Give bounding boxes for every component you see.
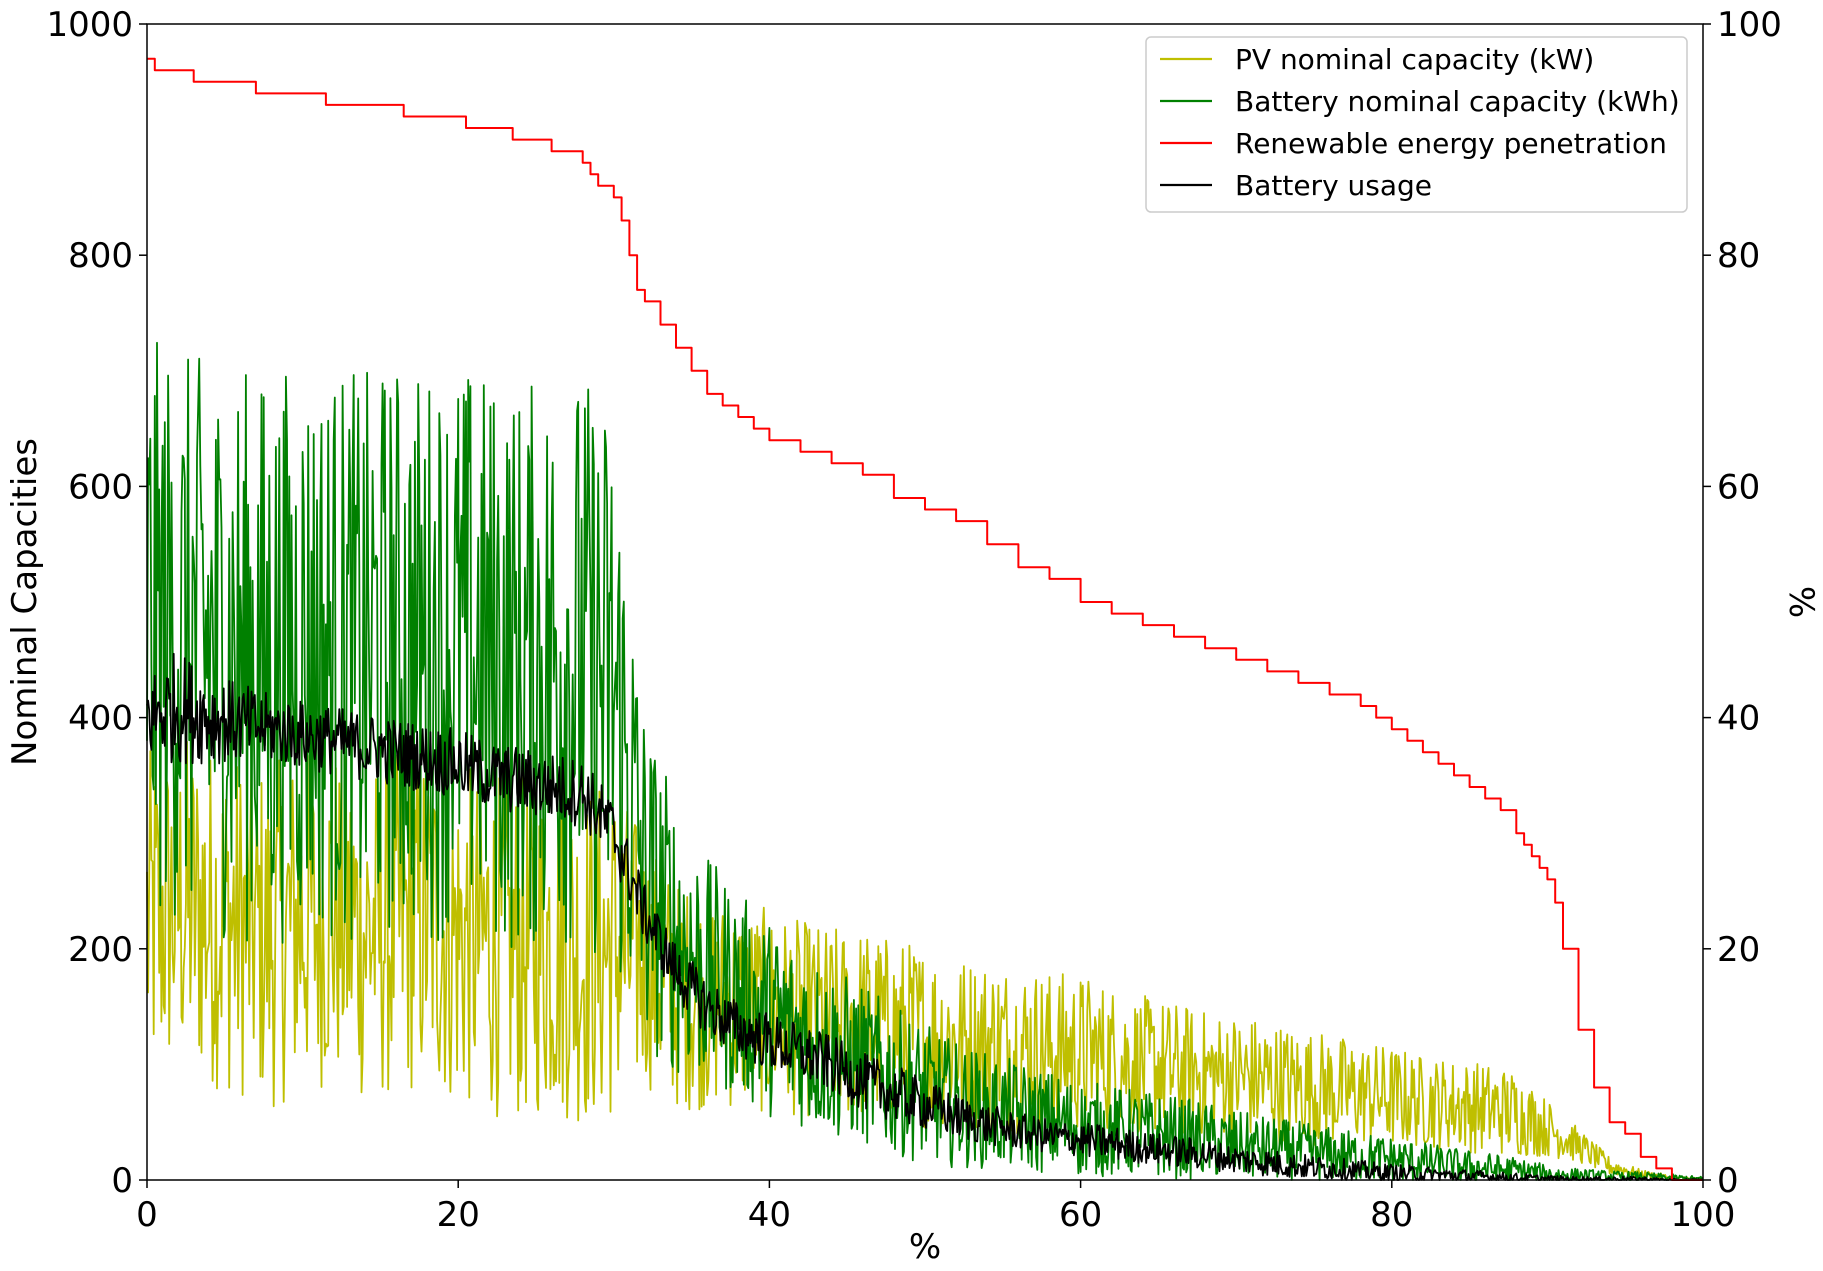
y-tick-label: 600 — [68, 467, 133, 507]
y2-tick-label: 100 — [1717, 5, 1782, 45]
x-tick-label: 40 — [748, 1195, 791, 1235]
y-tick-label: 800 — [68, 236, 133, 276]
x-tick-label: 0 — [136, 1195, 158, 1235]
y2-tick-label: 0 — [1717, 1161, 1739, 1201]
plot-frame — [146, 23, 1704, 1181]
y-axis-left: 0 200 400 600 800 1000 — [46, 5, 147, 1201]
y-tick-label: 400 — [68, 699, 133, 739]
legend-label: Battery usage — [1235, 169, 1432, 202]
series-line-1 — [146, 341, 1704, 1181]
x-tick-label: 80 — [1370, 1195, 1413, 1235]
series-line-2 — [147, 57, 1703, 1181]
y2-tick-label: 40 — [1717, 699, 1760, 739]
x-tick-label: 100 — [1671, 1195, 1736, 1235]
y-tick-label: 0 — [111, 1161, 133, 1201]
legend: PV nominal capacity (kW) Battery nominal … — [1145, 36, 1688, 213]
y2-tick-label: 20 — [1717, 930, 1760, 970]
x-axis: 0 20 40 60 80 100 — [136, 1180, 1735, 1235]
series-line-0 — [146, 740, 1703, 1181]
y-tick-label: 1000 — [46, 5, 133, 45]
legend-label: Renewable energy penetration — [1235, 127, 1667, 160]
y2-tick-label: 60 — [1717, 467, 1760, 507]
y-axis-right: 0 20 40 60 80 100 — [1703, 5, 1782, 1201]
x-tick-label: 20 — [437, 1195, 480, 1235]
x-axis-title: % — [909, 1227, 941, 1267]
y2-axis-title: % — [1781, 586, 1821, 618]
y-axis-title: Nominal Capacities — [5, 438, 45, 766]
legend-label: PV nominal capacity (kW) — [1235, 43, 1594, 76]
legend-label: Battery nominal capacity (kWh) — [1235, 85, 1680, 118]
y2-tick-label: 80 — [1717, 236, 1760, 276]
legend-box — [1145, 36, 1688, 213]
plot-area — [146, 57, 1704, 1181]
x-tick-label: 60 — [1059, 1195, 1102, 1235]
series-line-3 — [146, 652, 1704, 1181]
y-tick-label: 200 — [68, 930, 133, 970]
